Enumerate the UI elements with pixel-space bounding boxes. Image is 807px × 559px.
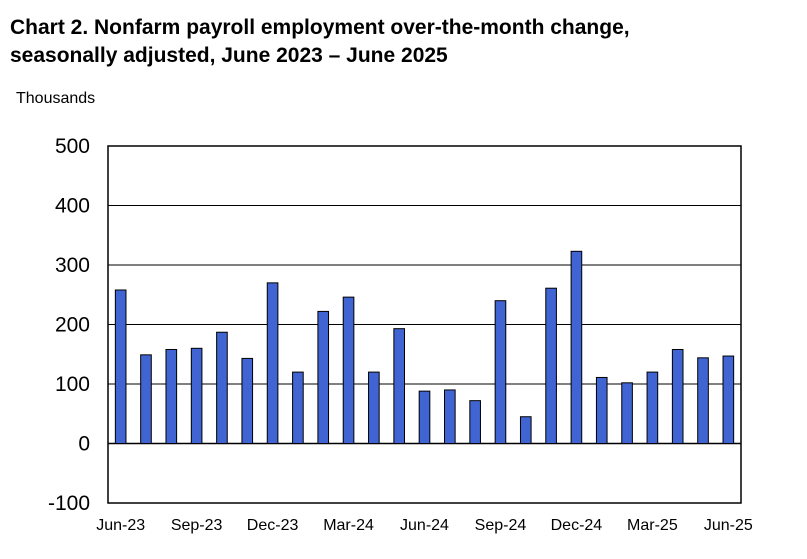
- bar-nov-24: [545, 287, 557, 444]
- y-tick-label: -100: [48, 492, 90, 515]
- bar-mar-25: [646, 371, 659, 445]
- y-tick-label: 200: [55, 314, 90, 337]
- bar-jun-23: [114, 289, 127, 444]
- chart-title: Chart 2. Nonfarm payroll employment over…: [10, 14, 800, 70]
- bar-aug-24: [469, 400, 481, 445]
- y-tick-label: 500: [55, 135, 90, 158]
- gridlines: [108, 145, 741, 504]
- bar-aug-23: [165, 348, 178, 444]
- bar-sep-23: [190, 347, 203, 444]
- y-tick-label: 0: [78, 433, 90, 456]
- bars: [114, 250, 735, 445]
- bar-feb-25: [621, 382, 633, 444]
- y-tick-label: 400: [55, 195, 90, 218]
- x-tick-label: Mar-24: [323, 517, 374, 534]
- bar-dec-23: [266, 282, 279, 444]
- x-axis-ticks: Jun-23 Sep-23 Dec-23 Mar-24 Jun-24 Sep-24 Dec-…: [96, 517, 753, 534]
- bar-mar-24: [342, 296, 355, 444]
- x-tick-label: Dec-23: [247, 517, 299, 534]
- bar-jan-24: [292, 371, 304, 445]
- x-tick-label: Jun-23: [96, 517, 145, 534]
- x-tick-label: Sep-23: [171, 517, 223, 534]
- bar-jun-25: [722, 355, 735, 444]
- y-tick-label: 100: [55, 373, 90, 396]
- bar-jun-24: [418, 390, 431, 445]
- bar-apr-24: [368, 371, 380, 445]
- x-tick-label: Jun-24: [400, 517, 449, 534]
- bar-dec-24: [570, 250, 583, 444]
- bar-jul-24: [444, 389, 456, 445]
- y-axis-unit-label: Thousands: [16, 90, 96, 107]
- bar-jul-23: [140, 354, 152, 444]
- bar-nov-23: [241, 357, 254, 445]
- chart-title-line-1: Chart 2. Nonfarm payroll employment over…: [10, 16, 630, 39]
- bar-jan-25: [595, 376, 608, 444]
- bar-feb-24: [317, 310, 330, 444]
- x-tick-label: Jun-25: [704, 517, 753, 534]
- bar-sep-24: [494, 300, 507, 445]
- bar-may-25: [697, 357, 709, 445]
- x-tick-label: Dec-24: [551, 517, 603, 534]
- chart-title-line-2: seasonally adjusted, June 2023 – June 20…: [10, 44, 448, 67]
- y-axis-ticks: 500 400 300 200 100 0 -100: [48, 135, 90, 515]
- bar-may-24: [393, 328, 405, 445]
- bar-apr-25: [671, 348, 684, 444]
- bar-oct-24: [519, 416, 532, 445]
- plot-area-border: [107, 145, 742, 504]
- x-tick-label: Sep-24: [475, 517, 527, 534]
- x-tick-label: Mar-25: [627, 517, 678, 534]
- bar-oct-23: [216, 331, 228, 444]
- y-tick-label: 300: [55, 254, 90, 277]
